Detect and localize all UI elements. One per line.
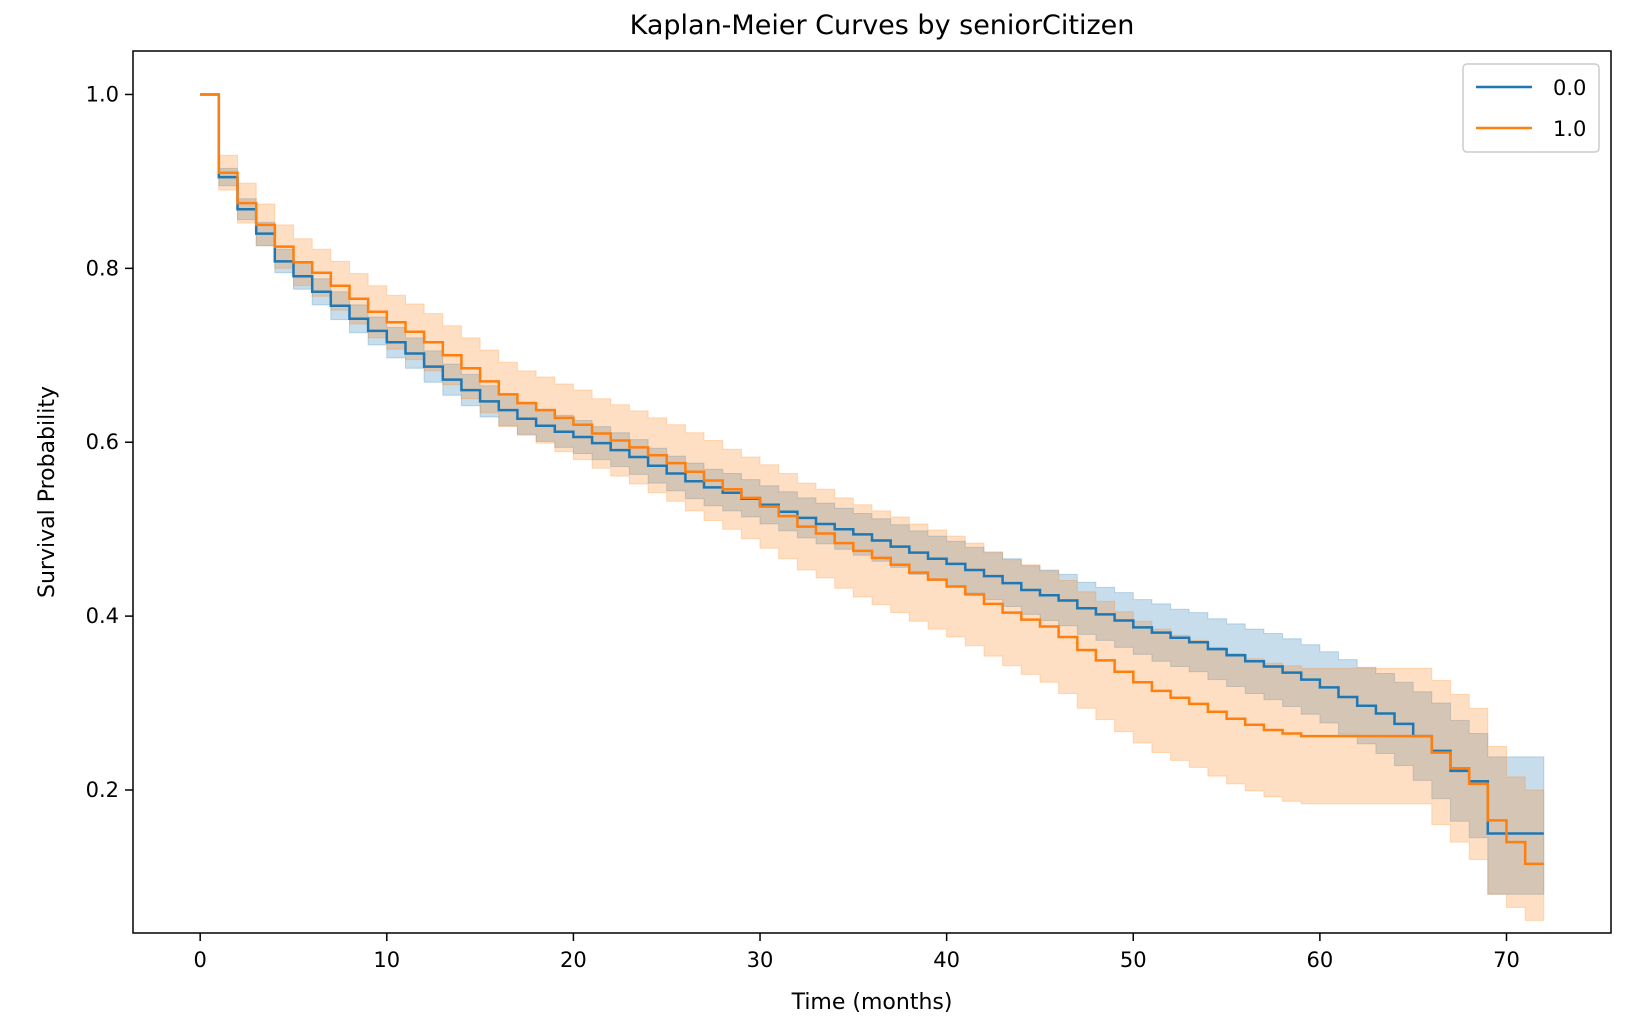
x-tick-label-4: 40 bbox=[933, 948, 960, 972]
x-axis-ticks: 0 10 20 30 40 50 60 70 bbox=[193, 933, 1520, 972]
survival-line-1 bbox=[200, 93, 1544, 866]
legend-label-1: 1.0 bbox=[1553, 117, 1586, 141]
confidence-band-1 bbox=[200, 94, 1545, 921]
legend: 0.0 1.0 bbox=[1462, 63, 1600, 153]
y-tick-label-2: 0.6 bbox=[86, 430, 119, 454]
y-axis-ticks: 0.2 0.4 0.6 0.8 1.0 bbox=[86, 82, 133, 802]
x-tick-label-2: 20 bbox=[560, 948, 587, 972]
y-tick-label-1: 0.4 bbox=[86, 604, 119, 628]
y-tick-label-4: 1.0 bbox=[86, 82, 119, 106]
confidence-band-0 bbox=[200, 94, 1545, 895]
legend-label-0: 0.0 bbox=[1553, 76, 1586, 100]
y-tick-label-0: 0.2 bbox=[86, 778, 119, 802]
y-axis-label: Survival Probability bbox=[35, 386, 60, 598]
x-tick-label-3: 30 bbox=[747, 948, 774, 972]
y-tick-label-3: 0.8 bbox=[86, 256, 119, 280]
x-tick-label-0: 0 bbox=[193, 948, 206, 972]
x-tick-label-1: 10 bbox=[373, 948, 400, 972]
x-axis-label: Time (months) bbox=[791, 990, 953, 1015]
plot-frame bbox=[132, 50, 1612, 934]
x-tick-label-7: 70 bbox=[1493, 948, 1520, 972]
x-tick-label-6: 60 bbox=[1307, 948, 1334, 972]
x-tick-label-5: 50 bbox=[1120, 948, 1147, 972]
survival-line-0 bbox=[200, 93, 1544, 835]
survival-curves bbox=[200, 93, 1544, 866]
confidence-bands bbox=[200, 94, 1545, 921]
chart-title: Kaplan-Meier Curves by seniorCitizen bbox=[630, 10, 1135, 41]
